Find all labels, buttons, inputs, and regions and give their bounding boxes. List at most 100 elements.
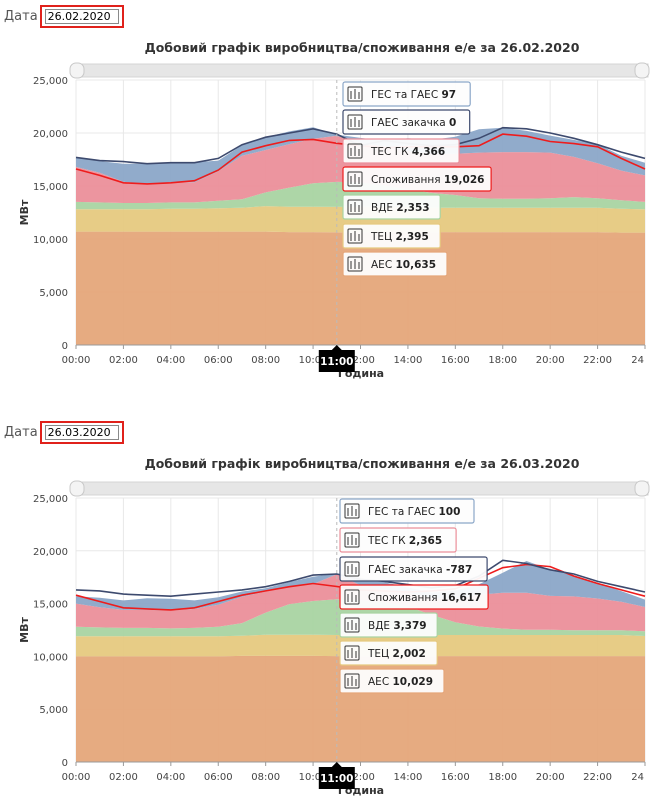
icon-detail	[347, 535, 357, 545]
icon-detail	[347, 564, 357, 574]
x-tick-label: 14:00	[394, 355, 423, 366]
date-row: Дата	[4, 4, 124, 28]
icon-detail	[350, 117, 360, 127]
thermal-plant-icon	[344, 532, 360, 548]
tooltip-series-name: Споживання	[371, 174, 444, 186]
icon-detail	[350, 259, 360, 269]
tooltip-series-name: ТЕС ГК	[367, 535, 409, 547]
tooltip-label: ТЕС ГК 4,366	[370, 146, 445, 158]
navigator-bar	[73, 481, 649, 496]
x-tick-label: 20:00	[536, 355, 565, 366]
icon-detail	[347, 620, 357, 630]
x-tick-label: 00:00	[62, 355, 91, 366]
tooltip-item: ТЕЦ 2,395	[342, 223, 441, 249]
tooltip-label: ВДЕ 3,379	[368, 620, 427, 632]
icon-frame	[344, 561, 360, 577]
tooltip-label: ТЕЦ 2,395	[370, 231, 429, 243]
tooltip-box	[339, 527, 457, 553]
plug-icon	[344, 589, 360, 605]
tooltip-box	[339, 668, 445, 694]
x-tick-label: 06:00	[204, 355, 233, 366]
date-highlight-frame	[39, 420, 124, 444]
date-input[interactable]	[44, 8, 119, 24]
tooltip-value: 10,635	[396, 259, 437, 271]
crosshair-time-box	[318, 767, 355, 789]
crosshair-pointer	[331, 762, 342, 767]
tooltip-item: ВДЕ 2,353	[342, 194, 441, 220]
date-label: Дата	[4, 8, 38, 24]
icon-detail	[350, 146, 360, 156]
x-tick-label: 10:00	[299, 355, 328, 366]
navigator-handle-right	[634, 480, 650, 497]
icon-frame	[344, 617, 360, 633]
tooltip-box	[342, 138, 460, 164]
nuclear-plant-icon	[347, 256, 363, 272]
tooltip-series-name: ГАЕС закачка	[371, 117, 449, 129]
tooltip-label: АЕС 10,029	[368, 676, 433, 688]
tooltip-label: ГЕС та ГАЕС 100	[368, 506, 460, 518]
y-tick-label: 5,000	[39, 288, 68, 299]
y-axis-title: МВт	[18, 617, 31, 643]
icon-detail	[350, 202, 360, 212]
chart-title: Добовий графік виробництва/споживання е/…	[145, 456, 580, 471]
tooltip-item: АЕС 10,029	[339, 668, 445, 694]
tooltip-item: ГАЕС закачка 0	[342, 109, 471, 135]
y-tick-label: 0	[62, 341, 68, 352]
chp-plant-icon	[347, 228, 363, 244]
area-аес	[76, 231, 645, 345]
x-tick-label: 18:00	[488, 772, 517, 783]
x-tick-label: 20:00	[536, 772, 565, 783]
tooltip-series-name: ТЕС ГК	[370, 146, 412, 158]
tooltip-series-name: ТЕЦ	[367, 648, 393, 660]
icon-frame	[344, 532, 360, 548]
x-tick-label: 16:00	[441, 772, 470, 783]
icon-frame	[344, 503, 360, 519]
tooltip-value: 10,029	[393, 676, 434, 688]
icon-detail	[350, 89, 360, 99]
icon-frame	[347, 143, 363, 159]
tooltip-label: ГАЕС закачка 0	[371, 117, 456, 129]
x-tick-label: 02:00	[109, 772, 138, 783]
tooltip-value: 2,395	[396, 231, 429, 243]
y-tick-label: 10,000	[33, 652, 68, 663]
y-tick-label: 25,000	[33, 76, 68, 87]
y-tick-label: 10,000	[33, 235, 68, 246]
tooltip-item: ТЕЦ 2,002	[339, 640, 438, 666]
x-tick-label: 04:00	[156, 355, 185, 366]
y-tick-label: 20,000	[33, 129, 68, 140]
tooltip-value: 4,366	[412, 146, 445, 158]
tooltip-label: ВДЕ 2,353	[371, 202, 430, 214]
pump-icon	[347, 114, 363, 130]
date-input[interactable]	[44, 424, 119, 440]
area-гес-та-гаес	[76, 561, 645, 611]
x-tick-label: 24	[631, 355, 644, 366]
x-tick-label: 08:00	[251, 355, 280, 366]
y-tick-label: 25,000	[33, 494, 68, 505]
tooltip-box	[342, 109, 471, 135]
icon-frame	[347, 171, 363, 187]
navigator-handle-right	[634, 62, 650, 79]
tooltip-box	[342, 251, 448, 277]
x-tick-label: 24	[631, 772, 644, 783]
icon-detail	[350, 231, 360, 241]
tooltip-label: ГЕС та ГАЕС 97	[371, 89, 456, 101]
icon-frame	[347, 86, 363, 102]
x-tick-label: 00:00	[62, 772, 91, 783]
plug-icon	[347, 171, 363, 187]
energy-chart: Добовий графік виробництва/споживання е/…	[18, 456, 650, 797]
icon-frame	[347, 114, 363, 130]
tooltip-series-name: АЕС	[368, 676, 393, 688]
tooltip-value: 3,379	[393, 620, 426, 632]
crosshair-pointer	[331, 345, 342, 350]
tooltip-value: 2,365	[409, 535, 442, 547]
icon-frame	[347, 256, 363, 272]
nuclear-plant-icon	[344, 673, 360, 689]
icon-detail	[347, 676, 357, 686]
area-тес-гк	[76, 574, 645, 632]
tooltip-value: 100	[439, 506, 461, 518]
y-axis-title: МВт	[18, 199, 31, 225]
y-tick-label: 5,000	[39, 705, 68, 716]
tooltip-item: ГАЕС закачка -787	[339, 556, 488, 582]
icon-frame	[347, 228, 363, 244]
thermal-plant-icon	[347, 143, 363, 159]
